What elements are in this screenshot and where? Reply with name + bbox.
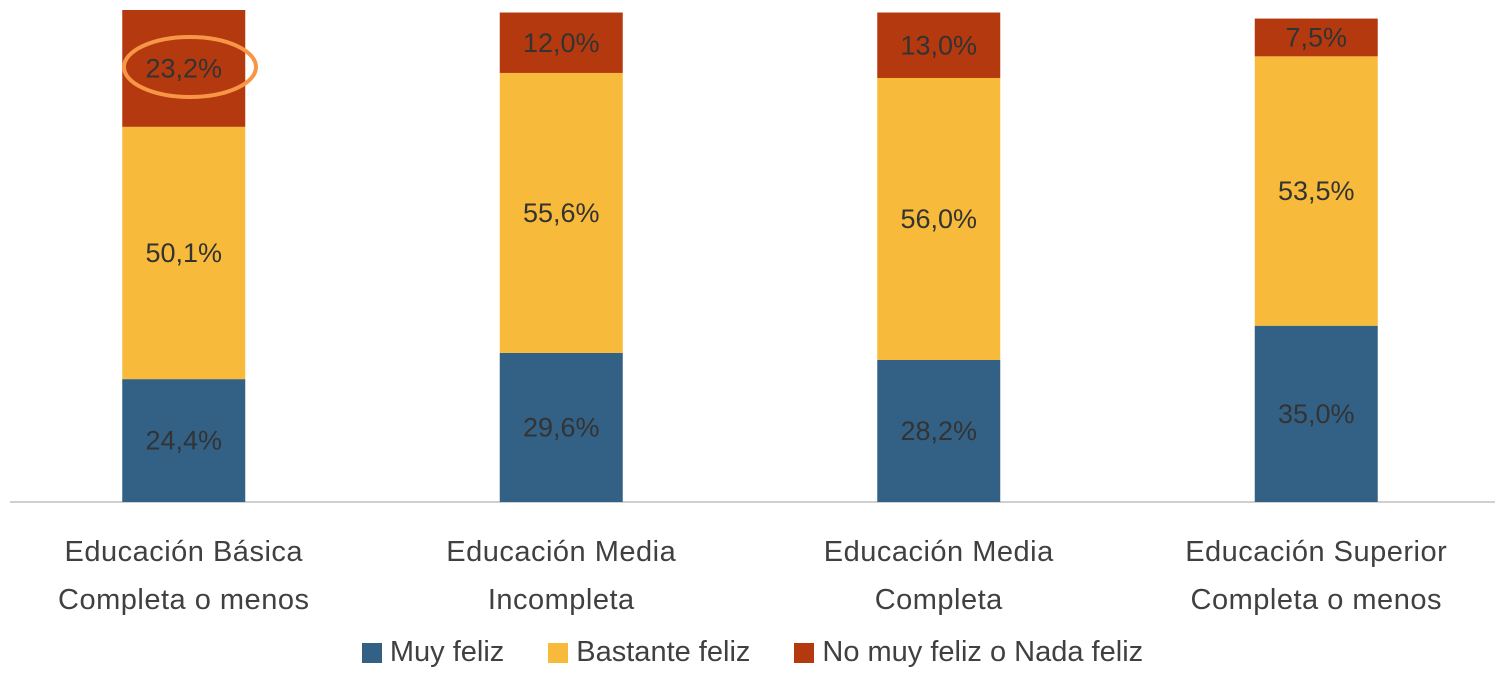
x-tick-label: Educación Básica Completa o menos [58, 536, 310, 616]
x-tick-label: Educación Media Completa [823, 536, 1054, 616]
legend-swatch [548, 642, 569, 663]
bar-segment [877, 77, 1001, 360]
bar-segment [877, 12, 1001, 78]
value-label: 50,1% [145, 238, 222, 268]
legend-item: Muy feliz [361, 636, 505, 669]
bars: 24,4% 50,1% 23,2% 29,6% 55,6% 12,0% 28,2% 56,0%… [122, 10, 1378, 502]
bar-segment [877, 359, 1001, 502]
bar-segment [499, 12, 623, 73]
x-tick-label: Educación Superior Completa o menos [1185, 536, 1448, 616]
value-label: 13,0% [900, 30, 977, 60]
legend-label: Muy feliz [389, 636, 505, 668]
value-label: 29,6% [523, 413, 600, 443]
value-label: 23,2% [145, 54, 222, 84]
value-label: 24,4% [145, 426, 222, 456]
bar-segment [1254, 18, 1378, 57]
x-tick-label: Educación Media Incompleta [446, 536, 677, 616]
bar-segment [499, 352, 623, 502]
legend-swatch [361, 642, 382, 663]
bar-segment [499, 72, 623, 353]
bar-segment [1254, 325, 1378, 502]
value-label: 35,0% [1278, 399, 1355, 429]
value-label: 28,2% [900, 416, 977, 446]
highlight [122, 35, 258, 99]
value-label: 55,6% [523, 198, 600, 228]
bar-segment [122, 379, 246, 502]
legend-item: No muy feliz o Nada feliz [794, 636, 1143, 669]
legend-swatch [794, 642, 815, 663]
bar-segment [1254, 56, 1378, 326]
legend-item: Bastante feliz [548, 636, 750, 669]
bar-segment [122, 126, 246, 380]
value-label: 53,5% [1278, 176, 1355, 206]
value-label: 7,5% [1285, 23, 1347, 53]
legend-label: No muy feliz o Nada feliz [822, 636, 1144, 668]
value-label: 12,0% [523, 28, 600, 58]
value-label: 56,0% [900, 204, 977, 234]
bar-segment [122, 10, 246, 127]
plot: 24,4% 50,1% 23,2% 29,6% 55,6% 12,0% 28,2% 56,0%… [10, 10, 1495, 503]
legend: Muy feliz Bastante feliz No muy feliz o Na… [0, 636, 1505, 669]
legend-label: Bastante feliz [576, 636, 751, 668]
